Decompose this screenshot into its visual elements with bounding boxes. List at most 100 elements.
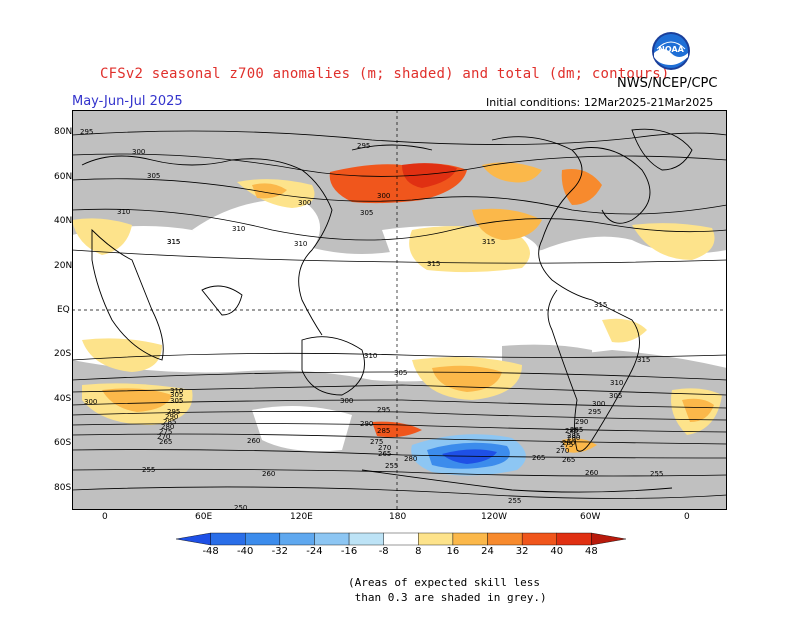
colorbar-cell — [348, 532, 384, 546]
contour-label: 285 — [565, 427, 578, 435]
colorbar-label: -40 — [237, 546, 254, 557]
contour-label: 305 — [147, 172, 160, 180]
lon-label: 120W — [481, 512, 508, 522]
contour-label: 315 — [427, 260, 440, 268]
contour-label: 295 — [377, 406, 390, 414]
contour-label: 260 — [247, 437, 260, 445]
lat-label: 60S — [54, 438, 72, 448]
contour-label: 270 — [157, 433, 170, 441]
colorbar-label: -24 — [306, 546, 323, 557]
colorbar-label: 16 — [446, 546, 460, 557]
contour-label: 310 — [232, 225, 245, 233]
contour-label: 260 — [262, 470, 275, 478]
logo-text: NOAA — [658, 45, 684, 54]
contour-label: 260 — [585, 469, 598, 477]
colorbar — [176, 532, 626, 546]
contour-label: 285 — [377, 427, 390, 435]
contour-lines — [72, 130, 727, 499]
contour-label: 280 — [562, 439, 575, 447]
lon-label: 120E — [290, 512, 313, 522]
contour-label: 275 — [370, 438, 383, 446]
contour-label: 300 — [340, 397, 353, 405]
contour-label: 265 — [378, 450, 391, 458]
contour-label: 265 — [532, 454, 545, 462]
colorbar-cell — [383, 532, 419, 546]
contour-label: 285 — [567, 432, 580, 440]
colorbar-label: -32 — [271, 546, 289, 557]
contour-label: 300 — [84, 398, 97, 406]
colorbar-label: -16 — [340, 546, 358, 557]
colorbar-cell — [521, 532, 557, 546]
graticule — [72, 110, 727, 510]
colorbar-cell — [556, 532, 592, 546]
contour-label: 315 — [637, 356, 650, 364]
contour-label: 310 — [364, 352, 377, 360]
contour-label: 270 — [378, 444, 391, 452]
contour-label: 310 — [294, 240, 307, 248]
negative-anomalies — [411, 434, 526, 476]
coastlines — [81, 128, 693, 493]
contour-label: 310 — [610, 379, 623, 387]
contour-label: 315 — [167, 238, 180, 246]
colorbar-label: 8 — [415, 546, 422, 557]
contour-label: 305 — [609, 392, 622, 400]
contour-label: 315 — [167, 238, 180, 246]
colorbar-cell — [314, 532, 350, 546]
contour-label: 285 — [163, 418, 176, 426]
colorbar-cell — [452, 532, 488, 546]
contour-label: 265 — [562, 456, 575, 464]
contour-label: 305 — [394, 369, 407, 377]
contour-label: 315 — [482, 238, 495, 246]
contour-label: 290 — [575, 418, 588, 426]
colorbar-label: 32 — [515, 546, 529, 557]
map-title: CFSv2 seasonal z700 anomalies (m; shaded… — [100, 66, 670, 82]
anomaly-map: 295 300 305 310 315 295 300 305 310 315 … — [72, 110, 727, 510]
lon-label: 60E — [195, 512, 213, 522]
contour-label: 280 — [404, 455, 417, 463]
contour-label: 315 — [594, 301, 607, 309]
season-label: May-Jun-Jul 2025 — [72, 94, 183, 109]
contour-label: 300 — [132, 148, 145, 156]
skill-note: (Areas of expected skill less than 0.3 a… — [348, 576, 547, 604]
contour-label: 275 — [159, 428, 172, 436]
contour-label: 270 — [556, 447, 569, 455]
contour-label: 290 — [360, 420, 373, 428]
contour-label: 295 — [357, 142, 370, 150]
contour-label: 295 — [80, 128, 93, 136]
lon-label: 60W — [580, 512, 601, 522]
colorbar-label: 24 — [481, 546, 494, 557]
colorbar-cell — [418, 532, 454, 546]
contour-label: 280 — [567, 434, 580, 442]
contour-label: 295 — [588, 408, 601, 416]
contour-label: 310 — [170, 387, 183, 395]
colorbar-cell — [279, 532, 315, 546]
colorbar-label: -48 — [202, 546, 219, 557]
contour-label: 295 — [167, 408, 180, 416]
contour-label: 280 — [161, 423, 174, 431]
contour-label: 255 — [385, 462, 398, 470]
lat-label: 60N — [54, 172, 73, 182]
colorbar-label: -8 — [378, 546, 389, 557]
contour-label: 275 — [560, 441, 573, 449]
contour-label: 300 — [377, 192, 390, 200]
contour-label: 255 — [142, 466, 155, 474]
agency-label: NWS/NCEP/CPC — [617, 76, 718, 91]
contour-label: 300 — [298, 199, 311, 207]
lat-label: 80N — [54, 127, 73, 137]
contour-label: 285 — [570, 426, 583, 434]
initial-conditions-label: Initial conditions: 12Mar2025-21Mar2025 — [486, 96, 714, 109]
colorbar-cell — [176, 532, 211, 546]
colorbar-cell — [210, 532, 246, 546]
contour-label: 305 — [360, 209, 373, 217]
colorbar-cell — [245, 532, 281, 546]
contour-label: 310 — [117, 208, 130, 216]
contour-value-labels: 295 300 305 310 315 295 300 305 310 315 … — [80, 128, 663, 510]
colorbar-label: 48 — [585, 546, 598, 557]
contour-label: 255 — [508, 497, 521, 505]
lat-label: 20N — [54, 261, 73, 271]
lat-label: EQ — [57, 305, 70, 315]
lat-label: 40N — [54, 216, 73, 226]
lon-label: 0 — [102, 512, 108, 522]
colorbar-label: 40 — [550, 546, 564, 557]
lon-label: 180 — [389, 512, 407, 522]
